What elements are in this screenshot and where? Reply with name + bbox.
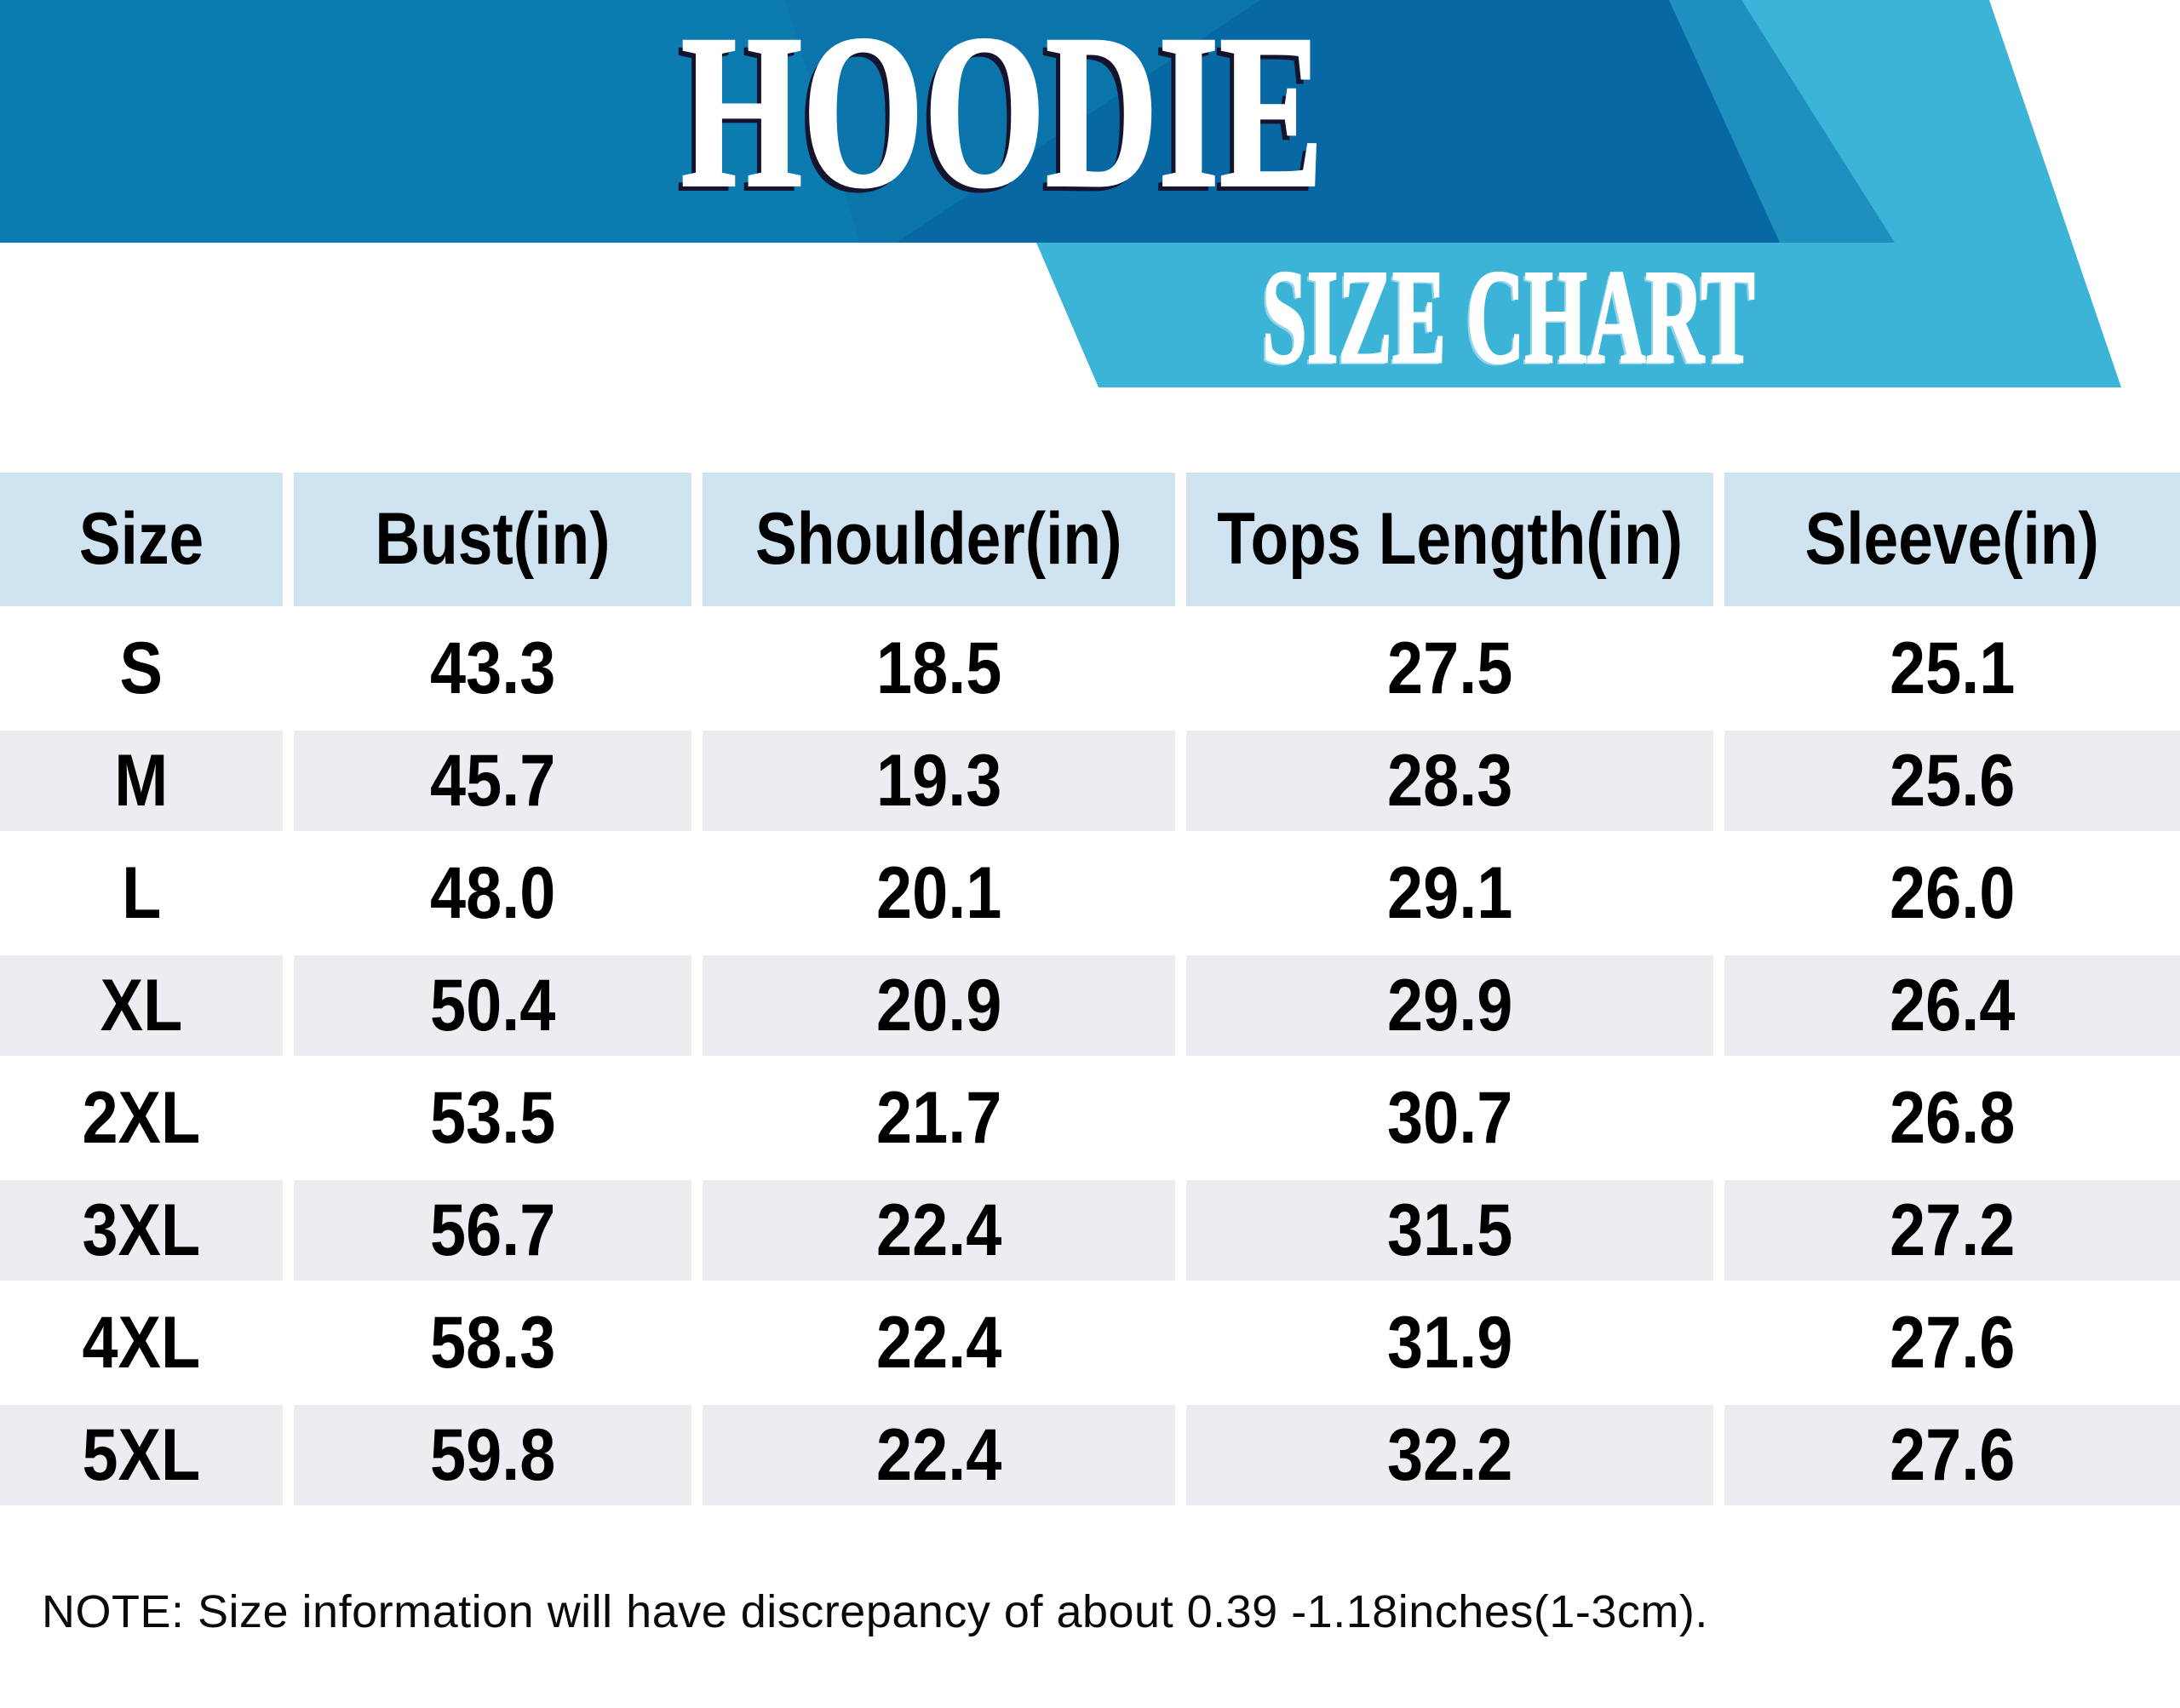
value-cell: 21.7 [875, 1076, 1002, 1159]
column-header-bust: Bust(in) [294, 473, 691, 606]
size-cell: 3XL [0, 1180, 283, 1281]
page-title: HOODIE [680, 0, 1325, 232]
column-header-size: Size [0, 473, 283, 606]
size-chart-banner: SIZE CHART [0, 243, 2180, 387]
value-cell: 22.4 [703, 1405, 1175, 1505]
value-cell: 26.0 [1889, 851, 2016, 934]
column-header-tops-length: Tops Length(in) [1186, 473, 1713, 606]
size-chart-label-wrap: SIZE CHART [1261, 249, 1756, 386]
value-cell: 28.3 [1186, 731, 1713, 831]
size-chart-ribbon-shape [1036, 243, 2121, 387]
table-header-row: Size Bust(in) Shoulder(in) Tops Length(i… [0, 473, 2180, 606]
table-row: M 45.7 19.3 28.3 25.6 [0, 731, 2180, 831]
value-cell: 45.7 [294, 731, 691, 831]
table-row: 4XL 58.3 22.4 31.9 27.6 [0, 1292, 2180, 1393]
value-cell: 22.4 [703, 1180, 1175, 1281]
table-row: 2XL 53.5 21.7 30.7 26.8 [0, 1068, 2180, 1168]
value-cell: 27.6 [1724, 1405, 2180, 1505]
value-cell: 26.4 [1724, 955, 2180, 1056]
value-cell: 27.2 [1724, 1180, 2180, 1281]
size-cell: 2XL [82, 1076, 201, 1159]
note-text: NOTE: Size information will have discrep… [42, 1586, 1708, 1637]
value-cell: 31.9 [1386, 1301, 1513, 1384]
value-cell: 27.5 [1386, 627, 1513, 709]
value-cell: 26.8 [1889, 1076, 2016, 1159]
value-cell: 59.8 [294, 1405, 691, 1505]
size-cell: S [119, 627, 164, 709]
value-cell: 29.9 [1186, 955, 1713, 1056]
column-header-sleeve: Sleeve(in) [1724, 473, 2180, 606]
value-cell: 43.3 [429, 627, 556, 709]
value-cell: 27.6 [1889, 1301, 2016, 1384]
value-cell: 50.4 [294, 955, 691, 1056]
page-title-wrap: HOODIE [680, 0, 1325, 222]
table-row: 5XL 59.8 22.4 32.2 27.6 [0, 1405, 2180, 1505]
value-cell: 53.5 [429, 1076, 556, 1159]
value-cell: 19.3 [703, 731, 1175, 831]
value-cell: 25.1 [1889, 627, 2016, 709]
value-cell: 32.2 [1186, 1405, 1713, 1505]
value-cell: 22.4 [875, 1301, 1002, 1384]
table-row: 3XL 56.7 22.4 31.5 27.2 [0, 1180, 2180, 1281]
header-banner: HOODIE [0, 0, 2180, 243]
value-cell: 48.0 [429, 851, 556, 934]
column-header-shoulder: Shoulder(in) [703, 473, 1175, 606]
size-cell: L [121, 851, 162, 934]
table-row: L 48.0 20.1 29.1 26.0 [0, 843, 2180, 943]
value-cell: 30.7 [1386, 1076, 1513, 1159]
size-cell: 4XL [82, 1301, 201, 1384]
size-chart-label: SIZE CHART [1261, 242, 1756, 392]
value-cell: 31.5 [1186, 1180, 1713, 1281]
value-cell: 56.7 [294, 1180, 691, 1281]
size-cell: M [0, 731, 283, 831]
size-cell: XL [0, 955, 283, 1056]
size-table: Size Bust(in) Shoulder(in) Tops Length(i… [0, 473, 2180, 1505]
value-cell: 20.9 [703, 955, 1175, 1056]
value-cell: 29.1 [1386, 851, 1513, 934]
value-cell: 58.3 [429, 1301, 556, 1384]
size-cell: 5XL [0, 1405, 283, 1505]
value-cell: 18.5 [875, 627, 1002, 709]
table-row: S 43.3 18.5 27.5 25.1 [0, 618, 2180, 719]
table-row: XL 50.4 20.9 29.9 26.4 [0, 955, 2180, 1056]
value-cell: 20.1 [875, 851, 1002, 934]
value-cell: 25.6 [1724, 731, 2180, 831]
